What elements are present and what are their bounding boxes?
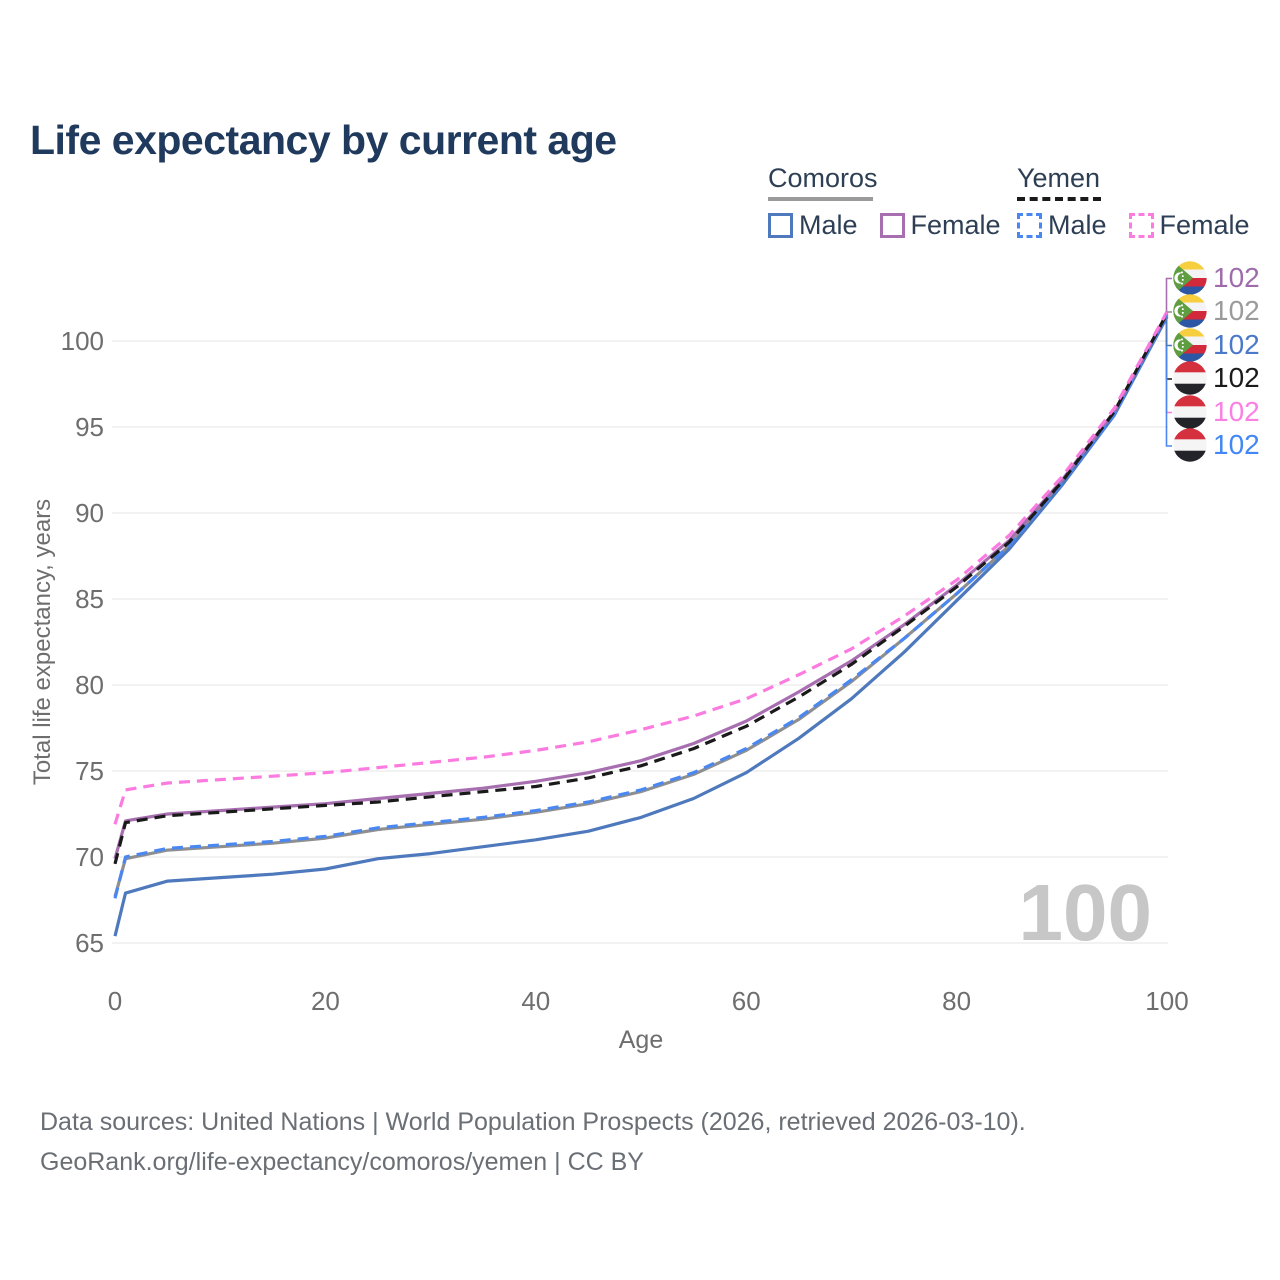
x-axis-title: Age bbox=[619, 1026, 663, 1054]
legend-country-yemen[interactable]: Yemen bbox=[1017, 163, 1101, 193]
chart-gridlines: 65 70 75 80 85 90 95 100 bbox=[61, 326, 1168, 958]
series-end-value: 102 bbox=[1213, 328, 1260, 360]
series-end-value: 102 bbox=[1213, 362, 1260, 394]
chart-svg: 65 70 75 80 85 90 95 100 0 20 40 60 80 100 Age Total li… bbox=[29, 277, 1189, 1054]
y-tick-label-70: 70 bbox=[75, 842, 104, 872]
legend-swatch-comoros-female[interactable] bbox=[879, 213, 905, 238]
y-tick-label-100: 100 bbox=[61, 326, 104, 356]
comoros-flag-icon bbox=[1173, 328, 1207, 362]
y-tick-label-75: 75 bbox=[75, 756, 104, 786]
x-tick-label-0: 0 bbox=[108, 986, 122, 1016]
series-end-value: 102 bbox=[1213, 295, 1260, 327]
yemen-flag-icon bbox=[1173, 428, 1207, 462]
x-tick-label-80: 80 bbox=[942, 986, 971, 1016]
series-end-value: 102 bbox=[1213, 395, 1260, 427]
end-label-row-comoros-male[interactable]: 102 bbox=[1173, 328, 1260, 362]
end-label-row-yemen-male[interactable]: 102 bbox=[1173, 428, 1260, 463]
legend-label-yemen-female: Female bbox=[1159, 210, 1250, 240]
y-tick-label-85: 85 bbox=[75, 584, 104, 614]
comoros-flag-icon bbox=[1173, 261, 1207, 295]
series-end-value: 102 bbox=[1213, 261, 1260, 293]
watermark-100: 100 bbox=[1019, 868, 1152, 957]
connector-yemen-female bbox=[1165, 311, 1172, 414]
legend-group-comoros: Comoros Male Female bbox=[768, 163, 1023, 241]
yemen-flag-icon bbox=[1173, 395, 1207, 429]
legend-label-comoros-male: Male bbox=[799, 210, 858, 240]
connector-comoros-female bbox=[1165, 277, 1172, 314]
footer-data-sources: Data sources: United Nations | World Pop… bbox=[40, 1108, 1026, 1136]
legend-swatch-yemen-male[interactable] bbox=[1017, 213, 1042, 238]
x-tick-label-20: 20 bbox=[311, 986, 340, 1016]
series-line-comoros-male[interactable] bbox=[113, 316, 1169, 937]
end-label-connectors bbox=[1165, 277, 1172, 447]
y-axis-title: Total life expectancy, years bbox=[29, 499, 56, 785]
connector-yemen-male bbox=[1165, 315, 1172, 447]
legend-swatch-yemen-female[interactable] bbox=[1128, 213, 1154, 238]
legend-country-comoros[interactable]: Comoros bbox=[768, 163, 878, 193]
legend-comoros-line-style bbox=[768, 197, 873, 201]
legend-swatch-comoros-male[interactable] bbox=[768, 213, 793, 238]
series-line-yemen-both[interactable] bbox=[113, 312, 1169, 865]
y-tick-label-90: 90 bbox=[75, 498, 104, 528]
legend-yemen-line-style bbox=[1017, 197, 1101, 201]
yemen-flag-icon bbox=[1173, 361, 1207, 395]
y-tick-label-65: 65 bbox=[75, 928, 104, 958]
chart-series bbox=[113, 311, 1169, 937]
y-tick-label-80: 80 bbox=[75, 670, 104, 700]
chart-axes: 0 20 40 60 80 100 Age Total life expectancy, ye… bbox=[29, 499, 1189, 1054]
series-end-labels: 102 102 102 102 102 102 bbox=[1173, 261, 1260, 462]
page-title: Life expectancy by current age bbox=[30, 117, 617, 164]
series-line-yemen-male[interactable] bbox=[113, 314, 1169, 899]
footer-attribution: GeoRank.org/life-expectancy/comoros/yeme… bbox=[40, 1148, 644, 1176]
end-label-row-comoros-both[interactable]: 102 bbox=[1173, 294, 1260, 329]
connector-comoros-male bbox=[1165, 316, 1172, 347]
series-end-value: 102 bbox=[1213, 429, 1260, 461]
x-tick-label-100: 100 bbox=[1145, 986, 1188, 1016]
comoros-flag-icon bbox=[1173, 294, 1207, 328]
end-label-row-comoros-female[interactable]: 102 bbox=[1173, 261, 1260, 295]
x-tick-label-40: 40 bbox=[521, 986, 550, 1016]
y-tick-label-95: 95 bbox=[75, 412, 104, 442]
series-line-yemen-female[interactable] bbox=[113, 311, 1169, 825]
end-label-row-yemen-both[interactable]: 102 bbox=[1173, 361, 1260, 396]
legend-group-yemen: Yemen Male Female bbox=[1017, 163, 1272, 241]
x-tick-label-60: 60 bbox=[732, 986, 761, 1016]
legend-label-comoros-female: Female bbox=[910, 210, 1001, 240]
end-label-row-yemen-female[interactable]: 102 bbox=[1173, 395, 1260, 429]
legend-label-yemen-male: Male bbox=[1048, 210, 1107, 240]
